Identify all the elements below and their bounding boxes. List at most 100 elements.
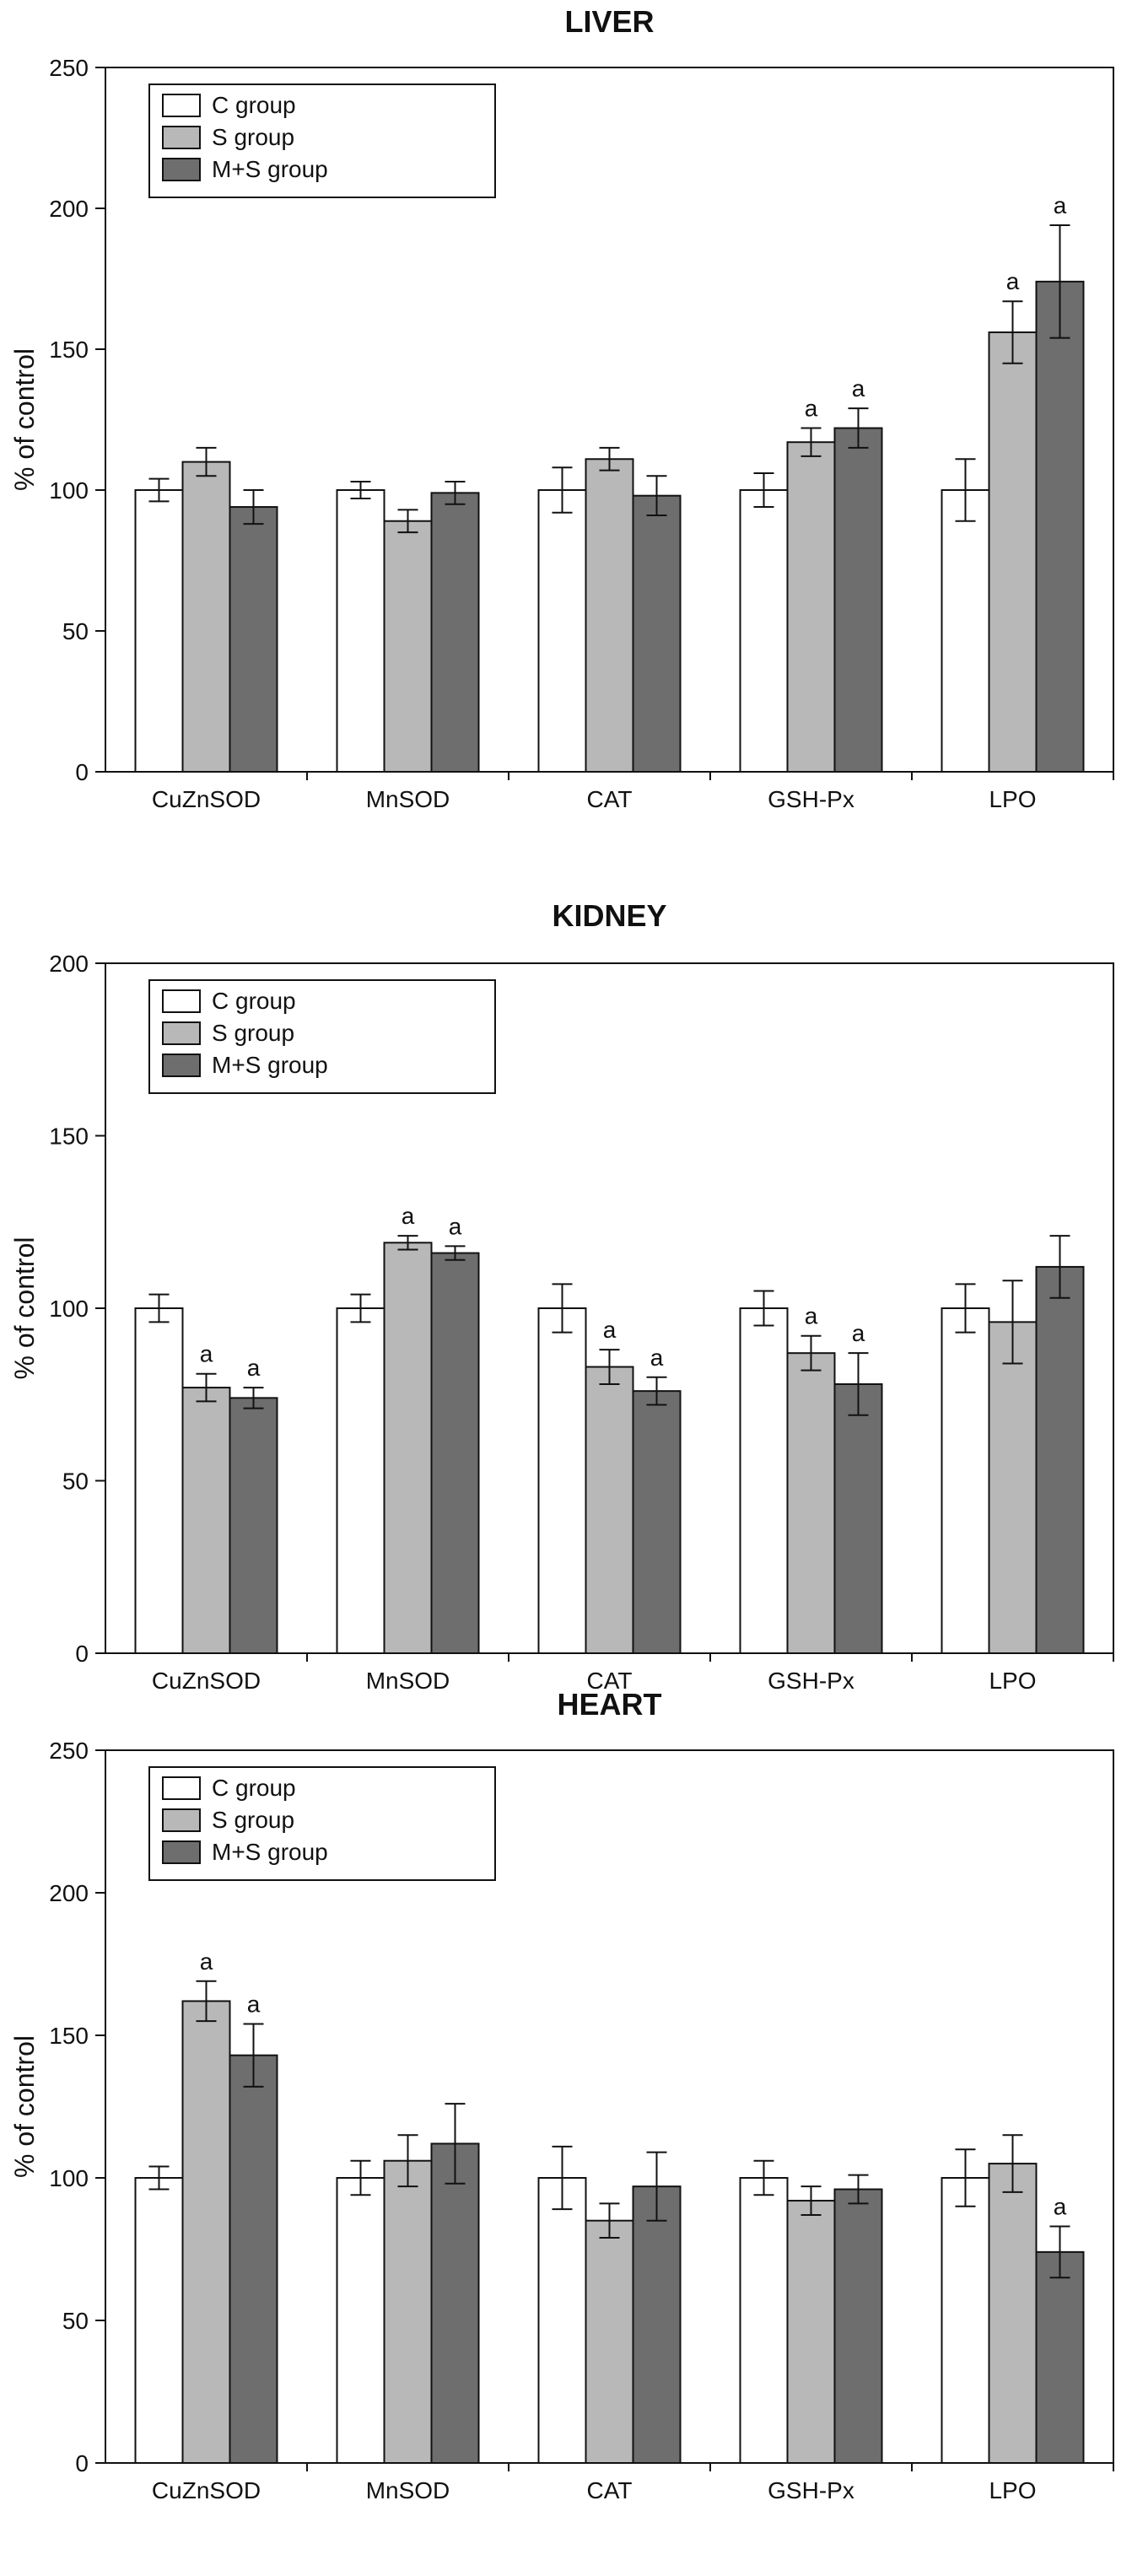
x-tick-label: CAT	[587, 786, 633, 810]
x-tick-label: CuZnSOD	[152, 2477, 261, 2503]
bar	[430, 2142, 480, 2464]
bar	[739, 489, 789, 773]
y-tick-label: 250	[49, 1738, 89, 1764]
x-tick-label: LPO	[989, 2477, 1036, 2503]
y-tick-label: 200	[49, 196, 89, 222]
x-tick-label: LPO	[989, 1668, 1036, 1694]
significance-label: a	[852, 1320, 865, 1346]
bar	[632, 1390, 682, 1654]
bar	[941, 2177, 990, 2464]
y-tick-label: 50	[62, 1469, 89, 1495]
bar	[739, 2177, 789, 2464]
bar	[833, 2188, 883, 2465]
legend-label: S group	[212, 1807, 294, 1833]
heart-chart: HEART 0 50 100 150 200 250 % of control CuZnSOD a…	[9, 1687, 1114, 2503]
x-tick-label: MnSOD	[366, 1668, 450, 1694]
bar	[1035, 1265, 1085, 1654]
x-tick-label: GSH-Px	[768, 1668, 854, 1694]
bar	[134, 1307, 184, 1654]
bar	[585, 458, 634, 773]
y-tick-label: 250	[49, 55, 89, 81]
legend-swatch	[162, 989, 201, 1013]
chart-title: KIDNEY	[552, 898, 666, 933]
bar	[537, 1307, 587, 1654]
x-tick-label: LPO	[989, 786, 1036, 810]
bar	[739, 1307, 789, 1654]
y-tick-label: 100	[49, 477, 89, 504]
bar	[786, 2200, 836, 2464]
bar	[537, 2177, 587, 2464]
bar	[1035, 2250, 1085, 2464]
bar	[941, 489, 990, 773]
significance-label: a	[603, 1317, 617, 1343]
significance-label: a	[805, 1303, 818, 1329]
y-tick-label: 50	[62, 2308, 89, 2334]
significance-label: a	[852, 375, 865, 401]
bar	[336, 2177, 385, 2464]
bar	[786, 1352, 836, 1654]
y-tick-label: 100	[49, 2165, 89, 2191]
bar	[833, 427, 883, 773]
bar	[988, 2163, 1038, 2464]
legend-label: C group	[212, 988, 296, 1014]
bar	[632, 2185, 682, 2464]
bar	[833, 1382, 883, 1654]
bar	[585, 2219, 634, 2464]
x-tick-label: CAT	[587, 1668, 633, 1694]
chart-title: HEART	[558, 1687, 662, 1722]
y-tick-label: 0	[75, 2450, 89, 2476]
bar	[336, 489, 385, 773]
legend-label: C group	[212, 92, 296, 118]
legend-swatch	[162, 1021, 201, 1045]
x-tick-label: CAT	[587, 2477, 633, 2503]
bar	[537, 489, 587, 773]
liver-chart: LIVER 0 50 100 150 200 250 % of control CuZnSOD M…	[9, 4, 1114, 810]
bar	[134, 489, 184, 773]
y-tick-label: 150	[49, 2023, 89, 2049]
x-tick-label: MnSOD	[366, 2477, 450, 2503]
x-tick-label: GSH-Px	[768, 786, 854, 810]
y-tick-label: 0	[75, 759, 89, 785]
bar	[134, 2177, 184, 2464]
legend-label: M+S group	[212, 1839, 328, 1865]
significance-label: a	[1054, 192, 1067, 218]
bar	[181, 1387, 231, 1654]
y-tick-label: 200	[49, 1880, 89, 1906]
significance-label: a	[200, 1948, 213, 1975]
x-tick-label: MnSOD	[366, 786, 450, 810]
y-axis-label: % of control	[9, 2035, 40, 2178]
legend-swatch	[162, 94, 201, 117]
y-tick-label: 150	[49, 1124, 89, 1150]
y-tick-label: 150	[49, 337, 89, 363]
legend-label: C group	[212, 1775, 296, 1801]
significance-label: a	[247, 1355, 261, 1381]
bar	[229, 1397, 278, 1655]
legend-label: S group	[212, 124, 294, 150]
legend-swatch	[162, 1840, 201, 1864]
x-tick-label: CuZnSOD	[152, 1668, 261, 1694]
legend-swatch	[162, 158, 201, 181]
bar	[229, 2054, 278, 2464]
bar	[988, 1321, 1038, 1654]
significance-label: a	[247, 1991, 261, 2017]
chart-title: LIVER	[564, 4, 654, 39]
bar	[632, 494, 682, 773]
significance-label: a	[650, 1345, 664, 1371]
bar	[181, 2000, 231, 2464]
legend-label: M+S group	[212, 156, 328, 182]
y-tick-label: 100	[49, 1296, 89, 1322]
legend-box	[148, 84, 496, 198]
x-tick-label: CuZnSOD	[152, 786, 261, 810]
bar	[585, 1366, 634, 1655]
y-axis-label: % of control	[9, 1237, 40, 1380]
legend-label: M+S group	[212, 1052, 328, 1078]
y-tick-label: 200	[49, 951, 89, 977]
bar	[383, 1242, 433, 1654]
bar	[1035, 280, 1085, 773]
significance-label: a	[1054, 2193, 1067, 2219]
bar	[430, 1252, 480, 1654]
bar	[229, 506, 278, 773]
significance-label: a	[402, 1203, 415, 1229]
legend-swatch	[162, 1808, 201, 1832]
significance-label: a	[200, 1341, 213, 1367]
